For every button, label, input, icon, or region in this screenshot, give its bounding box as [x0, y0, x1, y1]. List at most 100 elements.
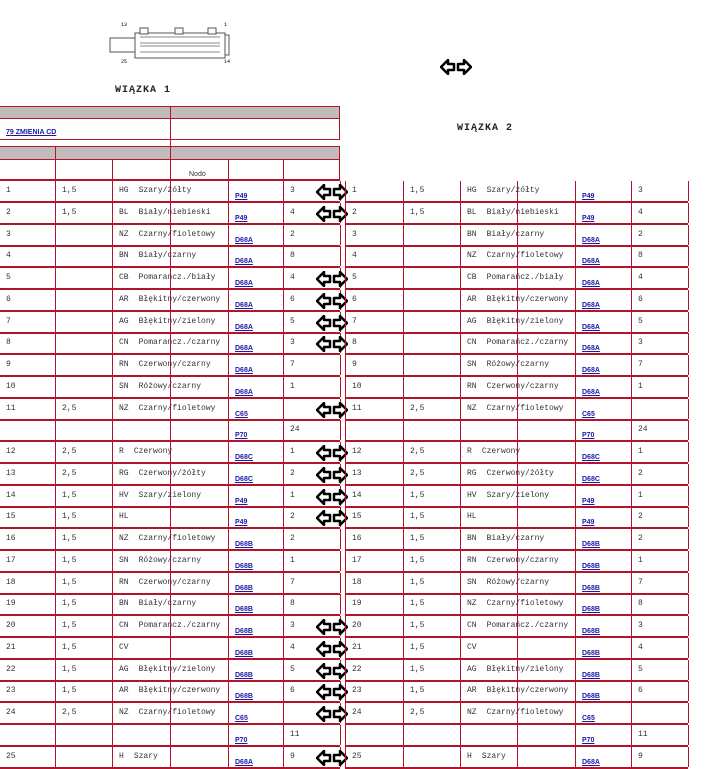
- connector-link[interactable]: C65: [582, 715, 595, 722]
- connector-link[interactable]: P70: [582, 736, 595, 744]
- connector-cell: D68A: [229, 746, 284, 767]
- pin-cell: 20: [346, 616, 404, 636]
- wire-cell: RN Czerwony/czarny: [113, 355, 229, 375]
- connector-link[interactable]: D68A: [235, 236, 253, 244]
- connector-link[interactable]: P49: [582, 193, 595, 200]
- section-cell: 2,5: [404, 442, 461, 462]
- connector-link[interactable]: D68C: [582, 454, 600, 461]
- connector-link[interactable]: D68A: [235, 345, 253, 353]
- wire-cell: RG Czerwony/żółty: [113, 463, 229, 484]
- connector-link[interactable]: P49: [235, 497, 248, 505]
- connector-pin-cell: 5: [632, 311, 689, 332]
- connector-link[interactable]: D68B: [235, 606, 253, 614]
- connector-cell: D68B: [576, 659, 632, 680]
- connector-link[interactable]: C65: [582, 410, 595, 418]
- pin-cell: 19: [0, 594, 56, 615]
- section-cell: 1,5: [404, 529, 461, 549]
- table-row: 18 1,5 SN Różowy/czarny D68B 7: [345, 572, 689, 595]
- wire-cell: NZ Czarny/fioletowy: [113, 398, 229, 419]
- connector-link[interactable]: D68B: [582, 562, 600, 570]
- connector-link[interactable]: D68B: [582, 584, 600, 592]
- connector-link[interactable]: P49: [582, 214, 595, 222]
- connector-link[interactable]: P49: [582, 519, 595, 527]
- connector-link[interactable]: D68C: [235, 475, 253, 483]
- connector-link[interactable]: D68B: [582, 628, 600, 635]
- wire-code: CN: [119, 338, 129, 348]
- table-row: 1 1,5 HG Szary/żółty P49 3: [345, 181, 689, 203]
- pin-cell: 22: [0, 659, 56, 680]
- connector-cell: D68B: [576, 616, 632, 636]
- pin-cell: 12: [346, 442, 404, 462]
- connector-cell: D68A: [229, 289, 284, 310]
- connector-link[interactable]: P49: [235, 519, 248, 527]
- connector-link[interactable]: D68A: [582, 323, 600, 331]
- section-cell: 1,5: [56, 681, 113, 702]
- connector-link[interactable]: D68A: [235, 388, 253, 396]
- connector-link[interactable]: D68A: [582, 301, 600, 309]
- section-cell: [404, 311, 461, 332]
- connector-link[interactable]: D68B: [582, 649, 600, 657]
- connector-link[interactable]: P70: [235, 432, 248, 440]
- connector-link[interactable]: D68B: [235, 562, 253, 570]
- connector-link[interactable]: D68A: [582, 758, 600, 766]
- connector-link[interactable]: P49: [235, 193, 248, 200]
- connector-link[interactable]: C65: [235, 410, 248, 418]
- connector-link[interactable]: D68A: [582, 345, 600, 353]
- wire-color: Pomarańcz./biały: [486, 273, 564, 282]
- connector-pin-cell: 24: [284, 420, 341, 441]
- connector-link[interactable]: D68A: [582, 367, 600, 374]
- double-arrow-left-right-icon: [440, 59, 472, 75]
- connector-link[interactable]: D68A: [582, 388, 600, 396]
- table-row: 25 H Szary D68A 9: [0, 746, 341, 769]
- section-cell: [56, 224, 113, 245]
- connector-link[interactable]: P70: [235, 736, 248, 744]
- connector-pin-cell: 7: [284, 572, 341, 593]
- connector-link[interactable]: D68B: [582, 606, 600, 614]
- connector-link[interactable]: D68B: [235, 671, 253, 679]
- connector-link[interactable]: D68B: [235, 693, 253, 701]
- section-cell: 1,5: [404, 181, 461, 201]
- connector-link[interactable]: D68B: [582, 671, 600, 679]
- connector-link[interactable]: D68B: [235, 541, 253, 548]
- wire-color: Błękitny/zielony: [486, 664, 564, 674]
- connector-cell: D68A: [576, 311, 632, 332]
- connector-link[interactable]: P49: [582, 497, 595, 505]
- change-link[interactable]: 79 ZMIENIA CD: [6, 129, 57, 136]
- connector-link[interactable]: D68A: [582, 280, 600, 287]
- connector-link[interactable]: D68B: [235, 628, 253, 635]
- wire-code: RN: [119, 360, 129, 369]
- connector-link[interactable]: D68C: [235, 454, 253, 461]
- wire-color: Czerwony: [133, 447, 173, 456]
- connector-link[interactable]: C65: [235, 715, 248, 722]
- table-row: P70 24: [345, 420, 689, 443]
- table-row: 6 AR Błękitny/czerwony D68A 6: [0, 289, 341, 312]
- connector-link[interactable]: D68A: [235, 258, 253, 266]
- wire-color: Różowy/czarny: [486, 577, 550, 587]
- pin-cell: 11: [346, 398, 404, 419]
- table-row: 16 1,5 BN Biały/czarny D68B 2: [345, 529, 689, 551]
- connector-link[interactable]: D68A: [235, 323, 253, 331]
- wire-cell: SN Różowy/czarny: [113, 376, 229, 397]
- connector-link[interactable]: P70: [582, 432, 595, 440]
- connector-link[interactable]: D68A: [235, 301, 253, 309]
- connector-link[interactable]: D68A: [235, 280, 253, 287]
- pin-cell: 16: [0, 529, 56, 549]
- connector-link[interactable]: D68B: [582, 693, 600, 701]
- connector-link[interactable]: D68B: [582, 541, 600, 548]
- connector-link[interactable]: D68A: [235, 758, 253, 766]
- connector-link[interactable]: D68A: [235, 367, 253, 374]
- pin-cell: 4: [346, 246, 404, 267]
- pin-cell: 10: [0, 376, 56, 397]
- wire-cell: H Szary: [461, 746, 576, 767]
- wire-color: Szary: [133, 751, 158, 761]
- connector-link[interactable]: D68A: [582, 258, 600, 266]
- connector-link[interactable]: P49: [235, 214, 248, 222]
- section-cell: [404, 724, 461, 745]
- table-row: 23 1,5 AR Błękitny/czerwony D68B 6: [0, 681, 341, 704]
- connector-link[interactable]: D68C: [582, 475, 600, 483]
- connector-link[interactable]: D68B: [235, 649, 253, 657]
- table-row: 7 AG Błękitny/zielony D68A 5: [345, 311, 689, 334]
- connector-link[interactable]: D68A: [582, 236, 600, 244]
- connector-cell: P49: [229, 507, 284, 528]
- connector-link[interactable]: D68B: [235, 584, 253, 592]
